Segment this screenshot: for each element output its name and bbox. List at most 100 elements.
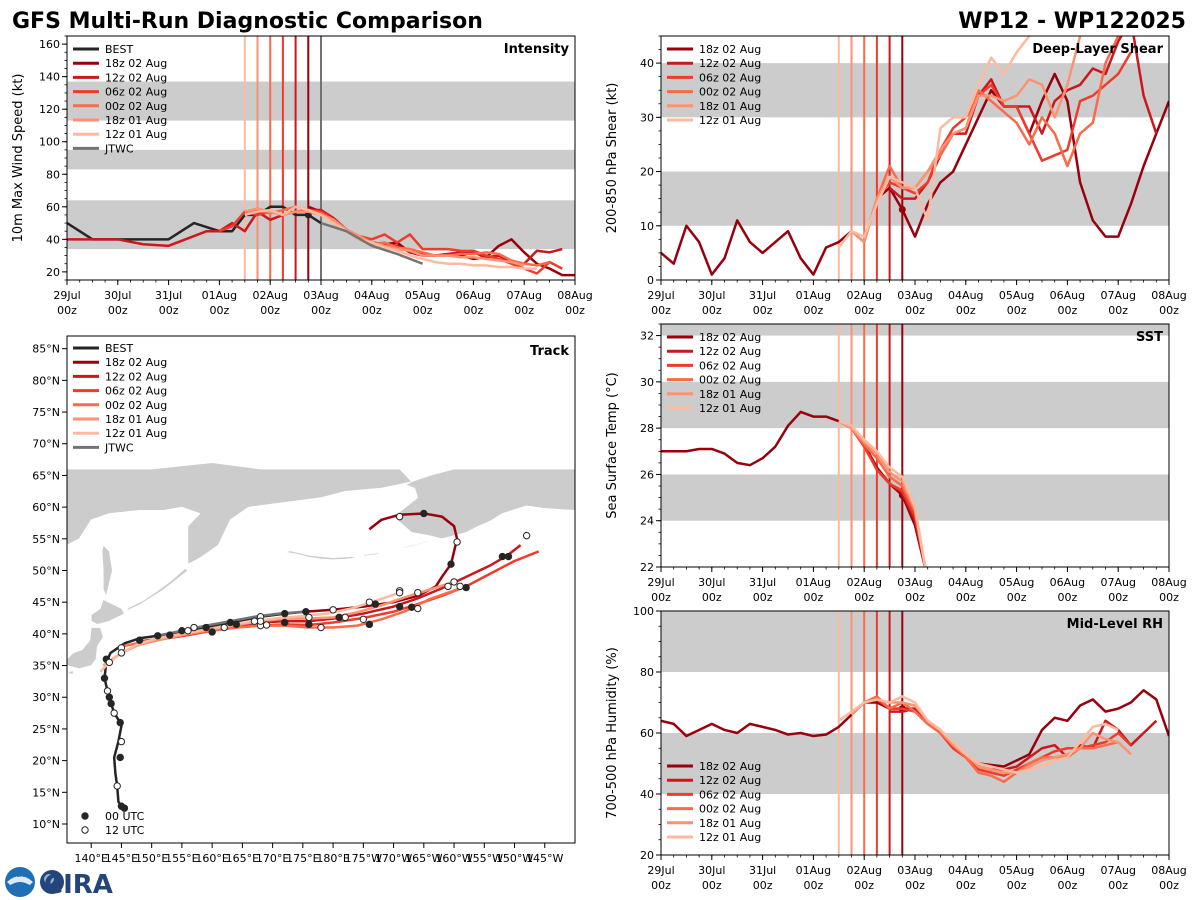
track-lon-label: 160°E — [195, 852, 228, 865]
track-dot-00utc — [166, 631, 174, 639]
shear-xtick-label: 30Jul — [698, 289, 725, 302]
sst-xtick-label: 03Aug — [897, 576, 932, 589]
track-lat-label: 65°N — [32, 469, 60, 482]
track-lon-label: 175°E — [286, 852, 319, 865]
track-legend-label: 18z 02 Aug — [105, 356, 167, 369]
track-lon-label: 150°W — [496, 852, 533, 865]
intensity-legend-label: 18z 02 Aug — [105, 57, 167, 70]
shear-ytick-label: 0 — [647, 274, 654, 287]
shear-xtick-sublabel: 00z — [1058, 304, 1078, 317]
cira-logo: CIRA — [40, 870, 113, 900]
intensity-xtick-label: 29Jul — [53, 289, 80, 302]
track-lat-label: 60°N — [32, 501, 60, 514]
sst-plot-area — [661, 324, 1169, 567]
track-panel: 10°N 15°N 20°N 25°N 30°N 35°N 40°N 45°N 50°N 55°N… — [32, 335, 576, 865]
track-dot-12utc — [262, 621, 271, 629]
shear-xtick-sublabel: 00z — [905, 304, 925, 317]
intensity-xtick-label: 01Aug — [202, 289, 237, 302]
track-dot-12utc — [184, 626, 192, 635]
sst-title: SST — [1136, 330, 1163, 345]
sst-xtick-sublabel: 00z — [753, 591, 773, 604]
land-polygon — [67, 462, 413, 565]
sst-ytick-label: 26 — [640, 468, 654, 481]
track-dot-00utc — [107, 699, 115, 708]
sst-legend-label: 12z 01 Aug — [699, 402, 761, 415]
rh-ytick-label: 80 — [640, 666, 654, 679]
rh-xtick-label: 02Aug — [846, 864, 881, 877]
land-polygon — [393, 468, 575, 540]
land-polygon — [127, 568, 189, 611]
track-legend-label: 12z 02 Aug — [105, 370, 167, 383]
land-polygon — [90, 599, 125, 625]
sst-band — [661, 381, 1169, 429]
track-line — [103, 610, 306, 810]
sst-band — [661, 324, 1169, 336]
intensity-ytick-label: 160 — [39, 38, 60, 51]
track-lon-label: 160°W — [435, 852, 472, 865]
track-dot-12utc — [117, 737, 126, 746]
intensity-ylabel: 10m Max Wind Speed (kt) — [11, 74, 26, 243]
intensity-xtick-sublabel: 00z — [565, 304, 585, 317]
noaa-logo: NOAA — [5, 867, 35, 897]
track-lon-label: 165°E — [226, 852, 259, 865]
sst-xtick-label: 30Jul — [698, 576, 725, 589]
sst-series-line — [838, 420, 927, 567]
track-lon-label: 170°E — [256, 852, 289, 865]
sst-xtick-sublabel: 00z — [854, 591, 874, 604]
track-lat-label: 35°N — [32, 660, 60, 673]
track-dot-00utc — [105, 693, 114, 701]
intensity-xtick-label: 31Jul — [155, 289, 182, 302]
sst-ytick-label: 32 — [640, 330, 654, 343]
track-dot-12utc — [365, 598, 374, 606]
sst-panel: 22 24 26 28 30 32 29Jul 00z 30Jul 00z 31Jul 00z 01Au… — [605, 323, 1187, 604]
sst-xtick-label: 07Aug — [1100, 576, 1135, 589]
rh-xtick-label: 07Aug — [1100, 864, 1135, 877]
sst-xtick-sublabel: 00z — [1108, 591, 1128, 604]
rh-xtick-sublabel: 00z — [753, 879, 773, 892]
sst-xtick-label: 04Aug — [948, 576, 983, 589]
intensity-xtick-sublabel: 00z — [260, 304, 280, 317]
rh-xtick-label: 08Aug — [1151, 864, 1186, 877]
track-dot-12utc — [395, 588, 404, 597]
track-dot-12utc — [456, 582, 464, 591]
land-polygon — [103, 713, 107, 718]
shear-series-marker — [898, 206, 906, 214]
intensity-ytick-label: 140 — [39, 71, 60, 84]
track-lat-label: 15°N — [32, 786, 60, 799]
track-marker-legend-label: 00 UTC — [105, 810, 145, 823]
track-dot-12utc — [110, 709, 118, 717]
intensity-title: Intensity — [504, 42, 570, 57]
track-lat-label: 50°N — [32, 564, 60, 577]
rh-xtick-label: 01Aug — [796, 864, 831, 877]
track-lon-label: 155°W — [466, 852, 503, 865]
track-dot-00utc — [202, 623, 210, 632]
track-lon-label: 145°W — [526, 852, 563, 865]
track-dot-12utc — [329, 606, 337, 614]
track-lat-label: 80°N — [32, 374, 60, 387]
track-lon-label: 155°E — [165, 852, 198, 865]
sst-xtick-sublabel: 00z — [702, 591, 722, 604]
sst-xtick-sublabel: 00z — [956, 591, 976, 604]
shear-xtick-sublabel: 00z — [956, 304, 976, 317]
track-dot-12utc — [117, 649, 126, 657]
rh-xtick-label: 29Jul — [647, 864, 674, 877]
rh-xtick-label: 06Aug — [1050, 864, 1085, 877]
land-polygon — [67, 670, 74, 675]
rh-plot-area — [661, 611, 1169, 855]
track-lon-label: 170°W — [375, 852, 412, 865]
track-legend-label: 18z 01 Aug — [105, 413, 167, 426]
track-dot-00utc — [100, 674, 109, 682]
track-lon-label: 165°W — [405, 852, 442, 865]
shear-series-line — [837, 36, 1032, 249]
rh-xtick-sublabel: 00z — [905, 879, 925, 892]
intensity-panel: 20 40 60 80 100 120 140 160 29Jul 00z 30Jul 00z 31Ju… — [11, 35, 593, 317]
shear-xtick-label: 03Aug — [897, 289, 932, 302]
intensity-xtick-sublabel: 00z — [514, 304, 534, 317]
sst-legend-label: 00z 02 Aug — [699, 374, 761, 387]
track-dot-00utc — [365, 620, 374, 629]
storm-id-label: WP12 - WP122025 — [958, 9, 1186, 34]
intensity-xtick-sublabel: 00z — [210, 304, 230, 317]
shear-ytick-label: 20 — [640, 166, 654, 179]
shear-xtick-sublabel: 00z — [651, 304, 671, 317]
shear-legend-label: 18z 01 Aug — [699, 100, 761, 113]
